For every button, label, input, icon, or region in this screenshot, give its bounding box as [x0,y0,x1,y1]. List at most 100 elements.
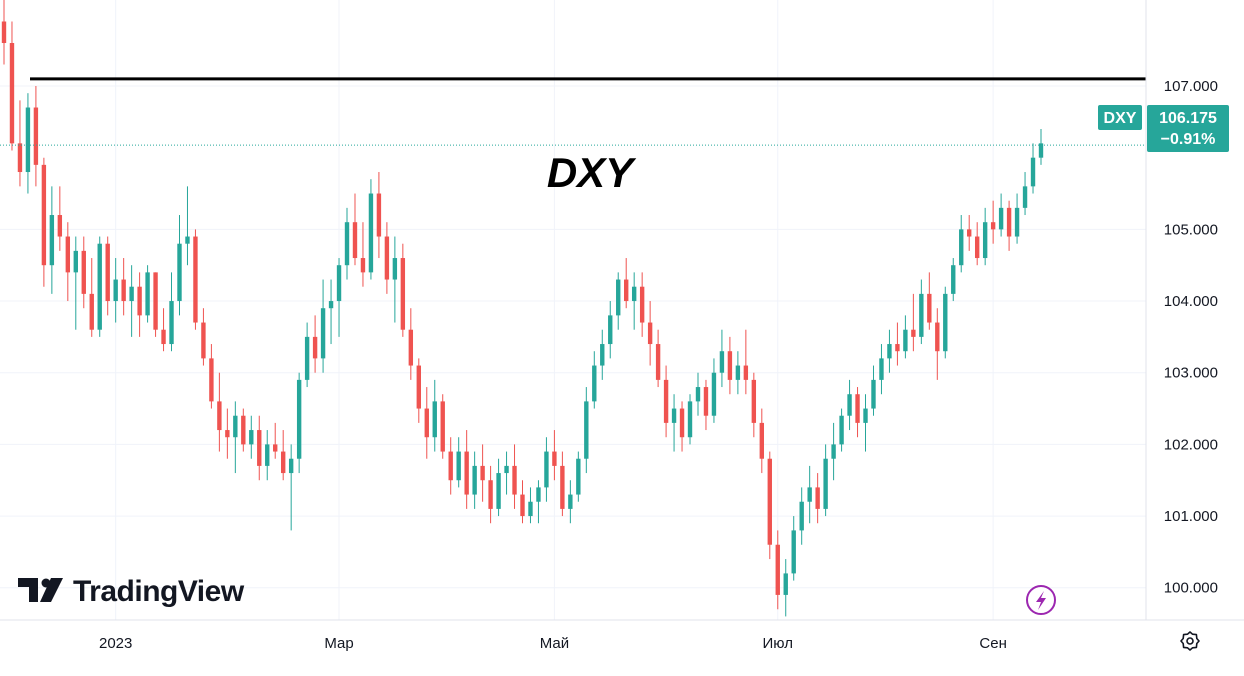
candle-body [584,401,589,459]
candle [799,487,804,545]
candle-body [783,573,788,595]
candle [631,272,637,330]
tradingview-logo-text: TradingView [73,575,245,608]
time-tick-label: 2023 [99,635,132,652]
candle-body [265,444,270,466]
candle [982,207,988,266]
candle-body [368,193,374,273]
candle [719,329,725,388]
candle [488,465,493,524]
candle-body [440,401,445,452]
candle [25,93,31,194]
candle-body [432,401,437,438]
candle [863,394,868,452]
candle-body [879,358,884,380]
candle-body [209,358,214,402]
candle-body [336,265,342,302]
candle-body [9,43,15,144]
candle-body [887,344,892,359]
candle-body [33,107,39,165]
price-tick-label: 107.000 [1164,78,1218,95]
candle [392,236,398,323]
candle [304,322,310,388]
candle [49,186,55,294]
candle-body [528,501,533,517]
candle-body [1014,207,1020,237]
candle [791,516,796,581]
tradingview-logo-icon [18,578,63,602]
candle-body [608,315,613,345]
price-badge-bg [1147,105,1229,152]
candle-body [911,329,916,337]
candle [959,215,964,273]
candle [97,236,102,337]
candle-body [448,451,453,481]
candle-body [576,458,581,495]
candle-body [959,229,964,266]
candle-body [679,408,685,438]
candle-body [799,501,804,531]
candle-body [895,344,900,352]
candle [249,415,254,459]
candle-body [855,394,860,423]
candle [416,358,421,423]
price-change-label: −0.91% [1161,131,1216,148]
candle [81,236,86,309]
candle-body [328,301,334,309]
candle-body [1038,143,1044,158]
candle [480,444,485,502]
candle [265,430,270,481]
candle-body [544,451,549,488]
candle [536,480,541,524]
candle [759,408,765,474]
candle [33,86,39,187]
candle [504,451,509,495]
candle-body [273,444,278,452]
candle [273,422,278,459]
candle [73,236,78,330]
candle-body [735,365,741,380]
candle [408,308,414,380]
candle-body [1030,157,1036,187]
candle-body [1006,207,1012,237]
candle [1022,172,1028,216]
candle [943,286,948,359]
candle-body [847,394,852,416]
time-axis[interactable]: 2023 Мар Май Июл Сен [99,635,1007,652]
candle [41,157,47,287]
candle [1,0,7,65]
candle [241,408,246,452]
candle [161,308,166,352]
gear-icon[interactable] [1180,631,1200,651]
candle-body [655,344,661,380]
candle-body [320,308,326,359]
candle-body [775,544,780,595]
price-axis[interactable]: 100.000 101.000 102.000 103.000 104.000 105.0… [1164,78,1218,597]
candle [695,372,701,416]
candle [89,258,94,337]
candle-body [967,229,972,237]
lightning-bolt-icon[interactable] [1026,585,1056,615]
candle [217,372,222,452]
candle [767,451,772,560]
candle [655,329,661,388]
candle [815,473,820,524]
candle-body [982,222,988,259]
candle-body [767,458,772,545]
candle-body [193,236,198,323]
candle-body [815,487,820,509]
candle-body [703,387,709,416]
candle-body [671,408,677,423]
candle-body [360,258,366,273]
candle [336,258,342,337]
candle-body [711,372,717,416]
tradingview-logo[interactable]: TradingView [18,575,245,608]
candle-body [312,336,318,359]
candle [137,272,142,337]
candle-body [536,487,541,502]
candle-body [639,286,645,323]
candle-body [903,329,908,352]
